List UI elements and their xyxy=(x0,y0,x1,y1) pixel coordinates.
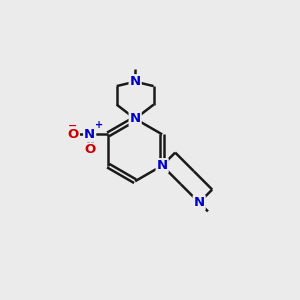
Text: O: O xyxy=(68,128,79,141)
Text: N: N xyxy=(130,112,141,125)
Text: N: N xyxy=(84,128,95,141)
Text: N: N xyxy=(130,75,141,88)
Text: +: + xyxy=(95,121,103,130)
Text: N: N xyxy=(157,159,168,172)
Text: −: − xyxy=(68,121,77,130)
Text: N: N xyxy=(194,196,205,209)
Text: O: O xyxy=(84,143,95,156)
